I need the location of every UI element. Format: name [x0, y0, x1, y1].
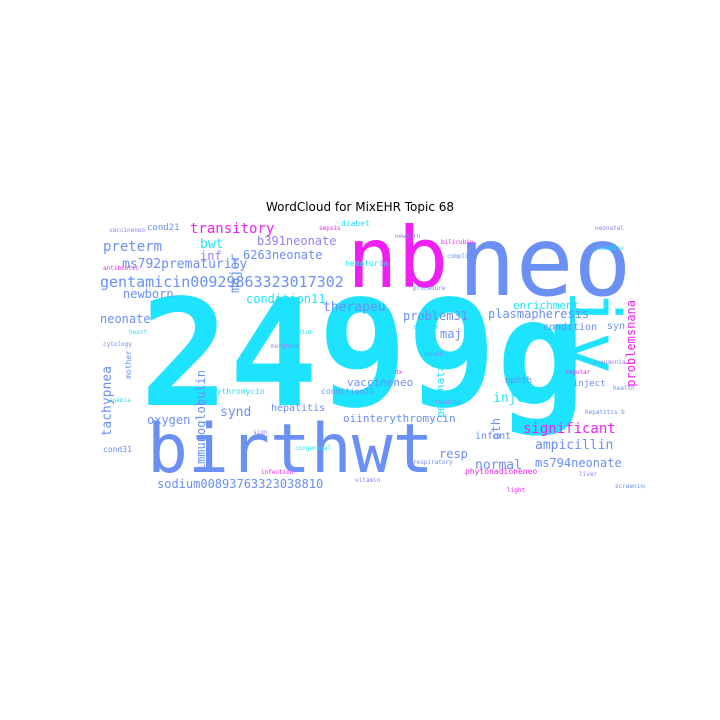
cloud-word: cytology — [103, 341, 132, 348]
cloud-word: complic — [447, 253, 473, 260]
cloud-word: liver — [579, 471, 598, 478]
cloud-word: wound — [425, 351, 444, 358]
cloud-word: injct — [493, 391, 533, 406]
cloud-word: 2499g — [140, 268, 586, 440]
cloud-word: iv — [553, 290, 635, 375]
cloud-word: vitamin — [355, 477, 381, 484]
cloud-word: hepatitis b — [585, 409, 625, 416]
cloud-word: ms794neonate — [535, 456, 622, 470]
cloud-word: significant — [523, 421, 616, 437]
figure-title: WordCloud for MixEHR Topic 68 — [265, 200, 455, 214]
word-cloud: 2499g birthwt neo nb iv gentamicin009298… — [95, 220, 645, 498]
cloud-word: ms792prematurity — [122, 257, 248, 272]
cloud-word: vaccineneo — [109, 227, 146, 234]
cloud-word: phytonadioneneo — [465, 467, 538, 476]
cloud-word: newborn — [123, 287, 174, 301]
cloud-word: uphth — [505, 376, 533, 386]
cloud-word: birthwt — [147, 410, 434, 489]
cloud-word: enrichment — [513, 299, 580, 312]
cloud-word: neonate — [100, 312, 151, 326]
cloud-word: procedure — [413, 285, 446, 292]
cloud-word: morphine — [271, 343, 300, 350]
cloud-word: regular — [565, 369, 591, 376]
cloud-word: nb — [347, 220, 449, 307]
cloud-word: hematuria — [345, 259, 389, 268]
cloud-word: sodium00893763323038810 — [157, 477, 324, 491]
cloud-word: problemsnana — [624, 300, 638, 387]
cloud-word: pneumonia — [593, 359, 626, 366]
cloud-word: sepsis — [319, 225, 341, 232]
cloud-word: oxygen — [147, 413, 191, 427]
cloud-word: newborn — [395, 233, 421, 240]
cloud-word: respiratory — [413, 459, 453, 466]
cloud-word: syn — [607, 321, 626, 332]
cloud-word: neonatal — [595, 225, 624, 232]
cloud-word: preterm — [103, 239, 163, 255]
cloud-word: mother — [124, 350, 133, 379]
cloud-word: admitting — [333, 349, 366, 356]
cloud-word: condition11 — [246, 292, 326, 306]
cloud-word: maj — [440, 327, 462, 341]
cloud-word: infant — [475, 431, 512, 442]
cloud-word: infection — [261, 469, 294, 476]
cloud-word: cond21 — [147, 223, 180, 233]
cloud-word: bwt — [200, 237, 224, 252]
cloud-word: feeding — [435, 399, 461, 406]
cloud-word: b391neonate — [257, 234, 337, 248]
cloud-word: gentamicin00929863323017302 — [100, 273, 344, 291]
cloud-word: vaccineneo — [347, 376, 414, 389]
cloud-word: inf — [200, 249, 222, 263]
cloud-word: bilirubin — [441, 239, 474, 246]
cloud-word: condition — [543, 322, 598, 333]
cloud-word: problem31 — [403, 309, 469, 323]
cloud-word: major — [228, 254, 243, 294]
cloud-word: system — [413, 323, 439, 331]
cloud-word: dx — [395, 369, 403, 376]
cloud-word: congenital — [295, 445, 332, 452]
cloud-word: anemia — [109, 397, 131, 404]
cloud-word: resp — [439, 447, 468, 461]
cloud-word: transitory — [190, 221, 275, 237]
cloud-word: diabet — [341, 220, 370, 228]
cloud-word: antibiotic — [103, 265, 140, 272]
cloud-word: immunoglobulin — [194, 370, 208, 472]
cloud-word: condition21 — [321, 387, 374, 396]
cloud-word: sign — [253, 429, 268, 436]
cloud-word: neo — [458, 220, 632, 318]
cloud-word: ampicillin — [535, 438, 614, 453]
cloud-word: health — [613, 385, 635, 392]
cloud-word: heart — [129, 329, 148, 336]
cloud-word: oiinterythromycin — [343, 412, 456, 425]
cloud-word: light — [507, 487, 526, 494]
cloud-word: therapeu — [323, 300, 386, 315]
cloud-word: cond31 — [103, 445, 132, 454]
cloud-word: dist — [468, 334, 484, 368]
cloud-word: perinatal — [434, 358, 447, 418]
cloud-word: hepatitis — [271, 403, 326, 414]
cloud-word: erythromycin — [207, 387, 265, 396]
cloud-word: synd — [220, 405, 252, 420]
cloud-word: sodium — [291, 329, 313, 336]
cloud-word: plasmapheresis — [488, 307, 590, 321]
cloud-word: inject — [573, 379, 606, 389]
cloud-word: 6263neonate — [243, 248, 323, 262]
cloud-word: screening — [615, 483, 645, 490]
cloud-word: normal — [475, 458, 522, 473]
cloud-word: jaundice — [595, 245, 624, 252]
